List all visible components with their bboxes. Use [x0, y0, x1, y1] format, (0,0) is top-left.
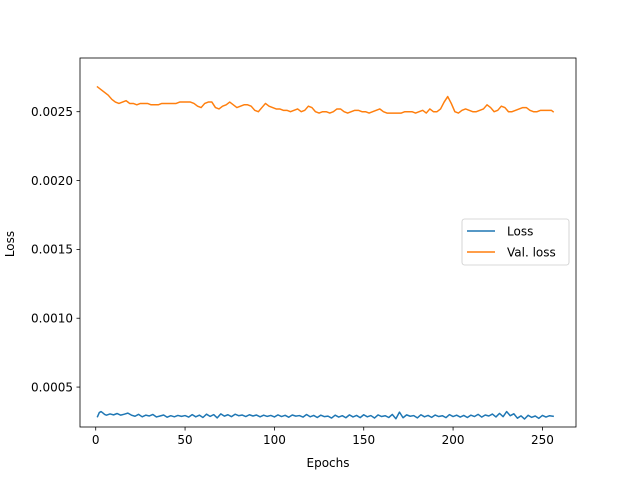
x-tick-label: 0 — [92, 433, 100, 447]
y-tick-label: 0.0025 — [31, 105, 73, 119]
legend-label-loss: Loss — [507, 224, 533, 238]
x-tick-label: 200 — [442, 433, 465, 447]
y-axis-label: Loss — [3, 231, 17, 257]
x-tick-label: 100 — [263, 433, 286, 447]
x-tick-label: 250 — [531, 433, 554, 447]
legend: Loss Val. loss — [461, 218, 570, 266]
series-line-loss — [96, 410, 554, 420]
series-line-val-loss — [96, 85, 555, 114]
y-tick-label: 0.0010 — [31, 312, 73, 326]
x-tick-label: 150 — [352, 433, 375, 447]
x-tick-label: 50 — [177, 433, 192, 447]
series-layer — [96, 85, 555, 420]
legend-label-val-loss: Val. loss — [507, 245, 556, 259]
y-tick-label: 0.0020 — [31, 174, 73, 188]
y-tick-label: 0.0005 — [31, 380, 73, 394]
x-axis-label: Epochs — [307, 456, 350, 470]
y-tick-label: 0.0015 — [31, 243, 73, 257]
axes-layer: 0 50 100 150 200 250 0.0005 0.0010 0.0015 0.0020 0… — [31, 57, 577, 447]
plot-frame — [79, 57, 577, 428]
